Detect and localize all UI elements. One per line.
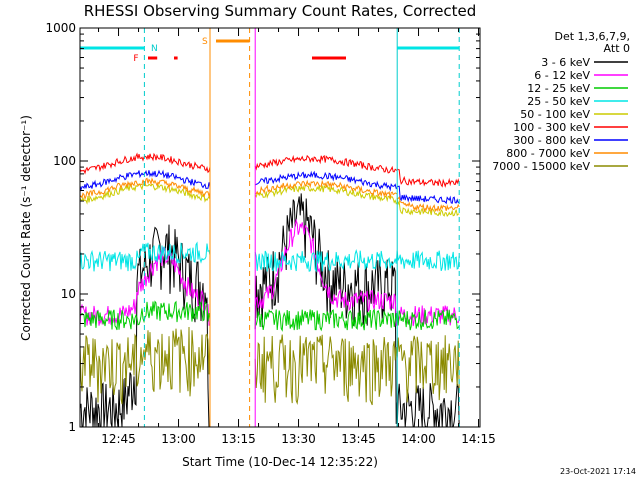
series-line-8 (396, 335, 460, 403)
series-line-3 (79, 241, 211, 272)
x-tick-label: 14:15 (461, 432, 496, 446)
plot-area: F N S (79, 28, 460, 428)
series-line-0 (79, 224, 210, 428)
legend-entry-label: 6 - 12 keV (534, 69, 590, 82)
x-tick-label: 14:00 (401, 432, 436, 446)
legend-entry-label: 7000 - 15000 keV (492, 160, 590, 173)
series-line-3 (396, 250, 460, 272)
x-axis-label: Start Time (10-Dec-14 12:35:22) (182, 455, 378, 469)
series-line-0 (254, 193, 398, 424)
x-tick-label: 13:15 (221, 432, 256, 446)
series-line-2 (396, 309, 460, 331)
legend-entry-label: 25 - 50 keV (527, 95, 590, 108)
legend-entry-label: 300 - 800 keV (513, 134, 590, 147)
series-line-6 (397, 185, 460, 205)
x-axis: 12:45 13:00 13:15 13:30 13:45 14:00 14:15 (98, 28, 496, 446)
footer-timestamp: 23-Oct-2021 17:14 (560, 467, 636, 476)
series-line-8 (254, 334, 398, 406)
series-line-7 (79, 177, 211, 201)
x-tick-label: 13:45 (341, 432, 376, 446)
y-tick-label: 1000 (45, 21, 76, 35)
x-tick-label: 12:45 (101, 432, 136, 446)
series-line-6 (254, 170, 398, 192)
y-tick-label: 100 (53, 154, 76, 168)
legend-header-line2: Att 0 (604, 42, 630, 55)
y-axis: 1 10 100 1000 (45, 21, 480, 434)
plot-frame (79, 27, 481, 428)
legend-entry-label: 12 - 25 keV (527, 82, 590, 95)
series-line-4 (396, 198, 460, 218)
flare-flag-label: F (133, 54, 138, 64)
series-line-6 (79, 169, 211, 192)
legend-entry-label: 800 - 7000 keV (506, 147, 590, 160)
x-tick-label: 13:30 (281, 432, 316, 446)
series-line-5 (254, 154, 398, 174)
series-line-5 (79, 152, 211, 175)
series-line-3 (254, 249, 398, 273)
saa-flag-label: S (202, 37, 208, 47)
series-line-7 (397, 196, 460, 213)
legend-entry-label: 50 - 100 keV (520, 108, 590, 121)
y-axis-label: Corrected Count Rate (s⁻¹ detector⁻¹) (19, 115, 33, 341)
series-line-5 (396, 168, 460, 188)
night-flag-label: N (151, 44, 158, 54)
legend-entry-label: 100 - 300 keV (513, 121, 590, 134)
chart-title: RHESSI Observing Summary Count Rates, Co… (84, 2, 477, 20)
x-tick-label: 13:00 (161, 432, 196, 446)
y-tick-label: 10 (61, 287, 76, 301)
series-line-7 (255, 179, 398, 199)
series-line-8 (79, 326, 211, 405)
y-tick-label: 1 (68, 420, 76, 434)
legend-entry-label: 3 - 6 keV (541, 56, 590, 69)
series-line-2 (255, 308, 398, 332)
legend-header-line1: Det 1,3,6,7,9, (554, 30, 630, 43)
series-line-2 (79, 300, 211, 331)
